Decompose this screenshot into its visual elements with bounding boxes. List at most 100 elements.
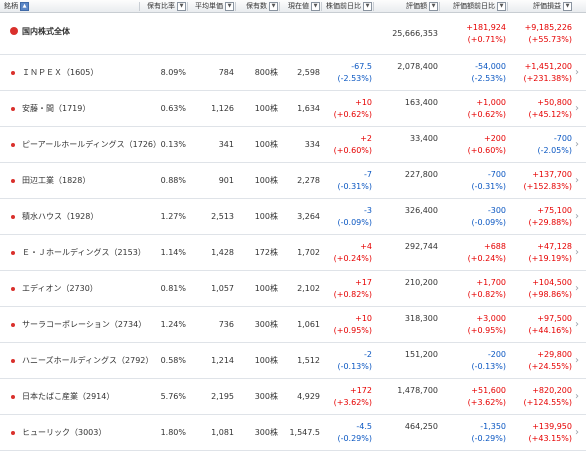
header-divider (373, 2, 374, 11)
stock-name[interactable]: 安藤・間（1719） (22, 104, 91, 113)
table-row[interactable]: ＩＮＰＥＸ（1605） 8.09% 784 800株 2,598 -67.5 (-2.53%… (0, 55, 586, 91)
chevron-right-icon[interactable]: › (575, 355, 579, 366)
cell-pnl_pct-text: (+98.86%) (528, 289, 572, 299)
cell-qty: 172株 (236, 235, 278, 270)
chevron-right-icon[interactable]: › (575, 283, 579, 294)
cell-price-text: 4,929 (297, 391, 320, 401)
dropdown-icon[interactable]: ▼ (311, 2, 320, 11)
red-dot-icon (11, 215, 15, 219)
cell-qty: 300株 (236, 415, 278, 450)
total-value-change-text: +181,924 (466, 22, 506, 32)
cell-price-text: 1,702 (297, 247, 320, 257)
chevron-right-icon[interactable]: › (575, 103, 579, 114)
chevron-right-icon[interactable]: › (575, 391, 579, 402)
cell-price-text: 2,598 (297, 67, 320, 77)
cell-chg-text: -2 (364, 349, 372, 359)
cell-spacer (435, 109, 438, 121)
cell-spacer (435, 325, 438, 337)
chevron-right-icon[interactable]: › (575, 175, 579, 186)
table-body: 国内株式全体 25,666,353 +181,924 (+0.71%) +9,1… (0, 13, 586, 451)
table-row[interactable]: サーラコーポレーション（2734） 1.24% 736 300株 1,061 +10 (+0… (0, 307, 586, 343)
cell-pnl-text: +1,451,200 (524, 61, 572, 71)
stock-name[interactable]: ＩＮＰＥＸ（1605） (22, 68, 99, 77)
stock-name[interactable]: ハニーズホールディングス（2792） (22, 356, 154, 365)
chevron-right-icon[interactable]: › (575, 139, 579, 150)
dropdown-icon[interactable]: ▼ (497, 2, 506, 11)
cell-ratio-text: 0.13% (160, 139, 186, 149)
chevron-right-icon[interactable]: › (575, 319, 579, 330)
cell-chg-text: -3 (364, 205, 372, 215)
header-pnl[interactable]: 評価損益 ▼ (508, 0, 572, 13)
cell-value-text: 163,400 (404, 97, 438, 107)
cell-vchg_pct-text: (+3.62%) (467, 397, 506, 407)
table-row[interactable]: Ｅ・Ｊホールディングス（2153） 1.14% 1,428 172株 1,702 +4 (+… (0, 235, 586, 271)
cell-qty-text: 100株 (254, 103, 278, 113)
total-pnl-pct: (+55.73%) (528, 34, 572, 44)
table-row[interactable]: 積水ハウス（1928） 1.27% 2,513 100株 3,264 -3 (-0.09%)… (0, 199, 586, 235)
cell-chg: +4 (+0.24%) (322, 235, 372, 270)
cell-value-text: 318,300 (404, 313, 438, 323)
header-ratio[interactable]: 保有比率 ▼ (140, 0, 186, 13)
header-value-change[interactable]: 評価額前日比 ▼ (440, 0, 506, 13)
cell-avg-text: 1,057 (211, 283, 234, 293)
chevron-right-icon[interactable]: › (575, 427, 579, 438)
stock-name[interactable]: 日本たばこ産業（2914） (22, 392, 115, 401)
cell-pnl: +137,700 (+152.83%) (508, 163, 572, 198)
cell-vchg_pct-text: (-0.29%) (471, 433, 506, 443)
cell-chg: -3 (-0.09%) (322, 199, 372, 234)
cell-qty-text: 800株 (254, 67, 278, 77)
cell-avg-text: 1,214 (211, 355, 234, 365)
header-price-label: 現在値 (288, 2, 309, 10)
header-value[interactable]: 評価額 ▼ (374, 0, 438, 13)
cell-vchg_pct-text: (+0.62%) (467, 109, 506, 119)
table-row[interactable]: ヒューリック（3003） 1.80% 1,081 300株 1,547.5 -4.5 (-0… (0, 415, 586, 451)
cell-value-text: 227,800 (404, 169, 438, 179)
cell-pnl_pct-text: (-2.05%) (537, 145, 572, 155)
header-qty[interactable]: 保有数 ▼ (236, 0, 278, 13)
dropdown-icon[interactable]: ▼ (177, 2, 186, 11)
table-row[interactable]: 安藤・間（1719） 0.63% 1,126 100株 1,634 +10 (+0.62%)… (0, 91, 586, 127)
chevron-right-icon[interactable]: › (575, 247, 579, 258)
dropdown-icon[interactable]: ▼ (363, 2, 372, 11)
header-value-label: 評価額 (406, 2, 427, 10)
cell-pnl-text: +820,200 (532, 385, 572, 395)
cell-vchg_pct-text: (+0.82%) (467, 289, 506, 299)
cell-vchg: -1,350 (-0.29%) (440, 415, 506, 450)
header-price[interactable]: 現在値 ▼ (280, 0, 320, 13)
cell-vchg: +1,700 (+0.82%) (440, 271, 506, 306)
chevron-right-icon[interactable]: › (575, 67, 579, 78)
stock-name[interactable]: ヒューリック（3003） (22, 428, 107, 437)
chevron-right-icon[interactable]: › (575, 211, 579, 222)
stock-name[interactable]: サーラコーポレーション（2734） (22, 320, 147, 329)
cell-price-text: 1,634 (297, 103, 320, 113)
dropdown-icon[interactable]: ▼ (563, 2, 572, 11)
cell-ratio: 0.88% (140, 163, 186, 198)
stock-name[interactable]: 田辺工業（1828） (22, 176, 91, 185)
cell-qty: 100株 (236, 163, 278, 198)
cell-value-text: 1,478,700 (397, 385, 438, 395)
total-pnl: +9,185,226 (+55.73%) (508, 13, 572, 54)
header-day-change[interactable]: 株価前日比 ▼ (322, 0, 372, 13)
table-row[interactable]: 田辺工業（1828） 0.88% 901 100株 2,278 -7 (-0.31%) 227… (0, 163, 586, 199)
stock-name[interactable]: 積水ハウス（1928） (22, 212, 99, 221)
header-name[interactable]: 銘柄 ▲ (4, 0, 38, 13)
table-row[interactable]: ハニーズホールディングス（2792） 0.58% 1,214 100株 1,512 -2 (… (0, 343, 586, 379)
stock-name[interactable]: Ｅ・Ｊホールディングス（2153） (22, 248, 146, 257)
cell-chg: +10 (+0.62%) (322, 91, 372, 126)
header-avg-price[interactable]: 平均単価 ▼ (188, 0, 234, 13)
table-row[interactable]: エディオン（2730） 0.81% 1,057 100株 2,102 +17 (+0.82%… (0, 271, 586, 307)
cell-spacer (435, 181, 438, 193)
cell-value: 151,200 (374, 343, 438, 378)
cell-value: 326,400 (374, 199, 438, 234)
cell-price-text: 1,547.5 (289, 427, 320, 437)
table-row[interactable]: 日本たばこ産業（2914） 5.76% 2,195 300株 4,929 +172 (+3.… (0, 379, 586, 415)
dropdown-icon[interactable]: ▼ (225, 2, 234, 11)
dropdown-icon[interactable]: ▼ (269, 2, 278, 11)
header-divider (279, 2, 280, 11)
stock-name[interactable]: ピーアールホールディングス（1726） (22, 140, 161, 149)
dropdown-icon[interactable]: ▼ (429, 2, 438, 11)
sort-asc-icon[interactable]: ▲ (20, 2, 29, 11)
table-row[interactable]: ピーアールホールディングス（1726） 0.13% 341 100株 334 +2 (+0.… (0, 127, 586, 163)
cell-pnl: +820,200 (+124.55%) (508, 379, 572, 414)
stock-name[interactable]: エディオン（2730） (22, 284, 98, 293)
